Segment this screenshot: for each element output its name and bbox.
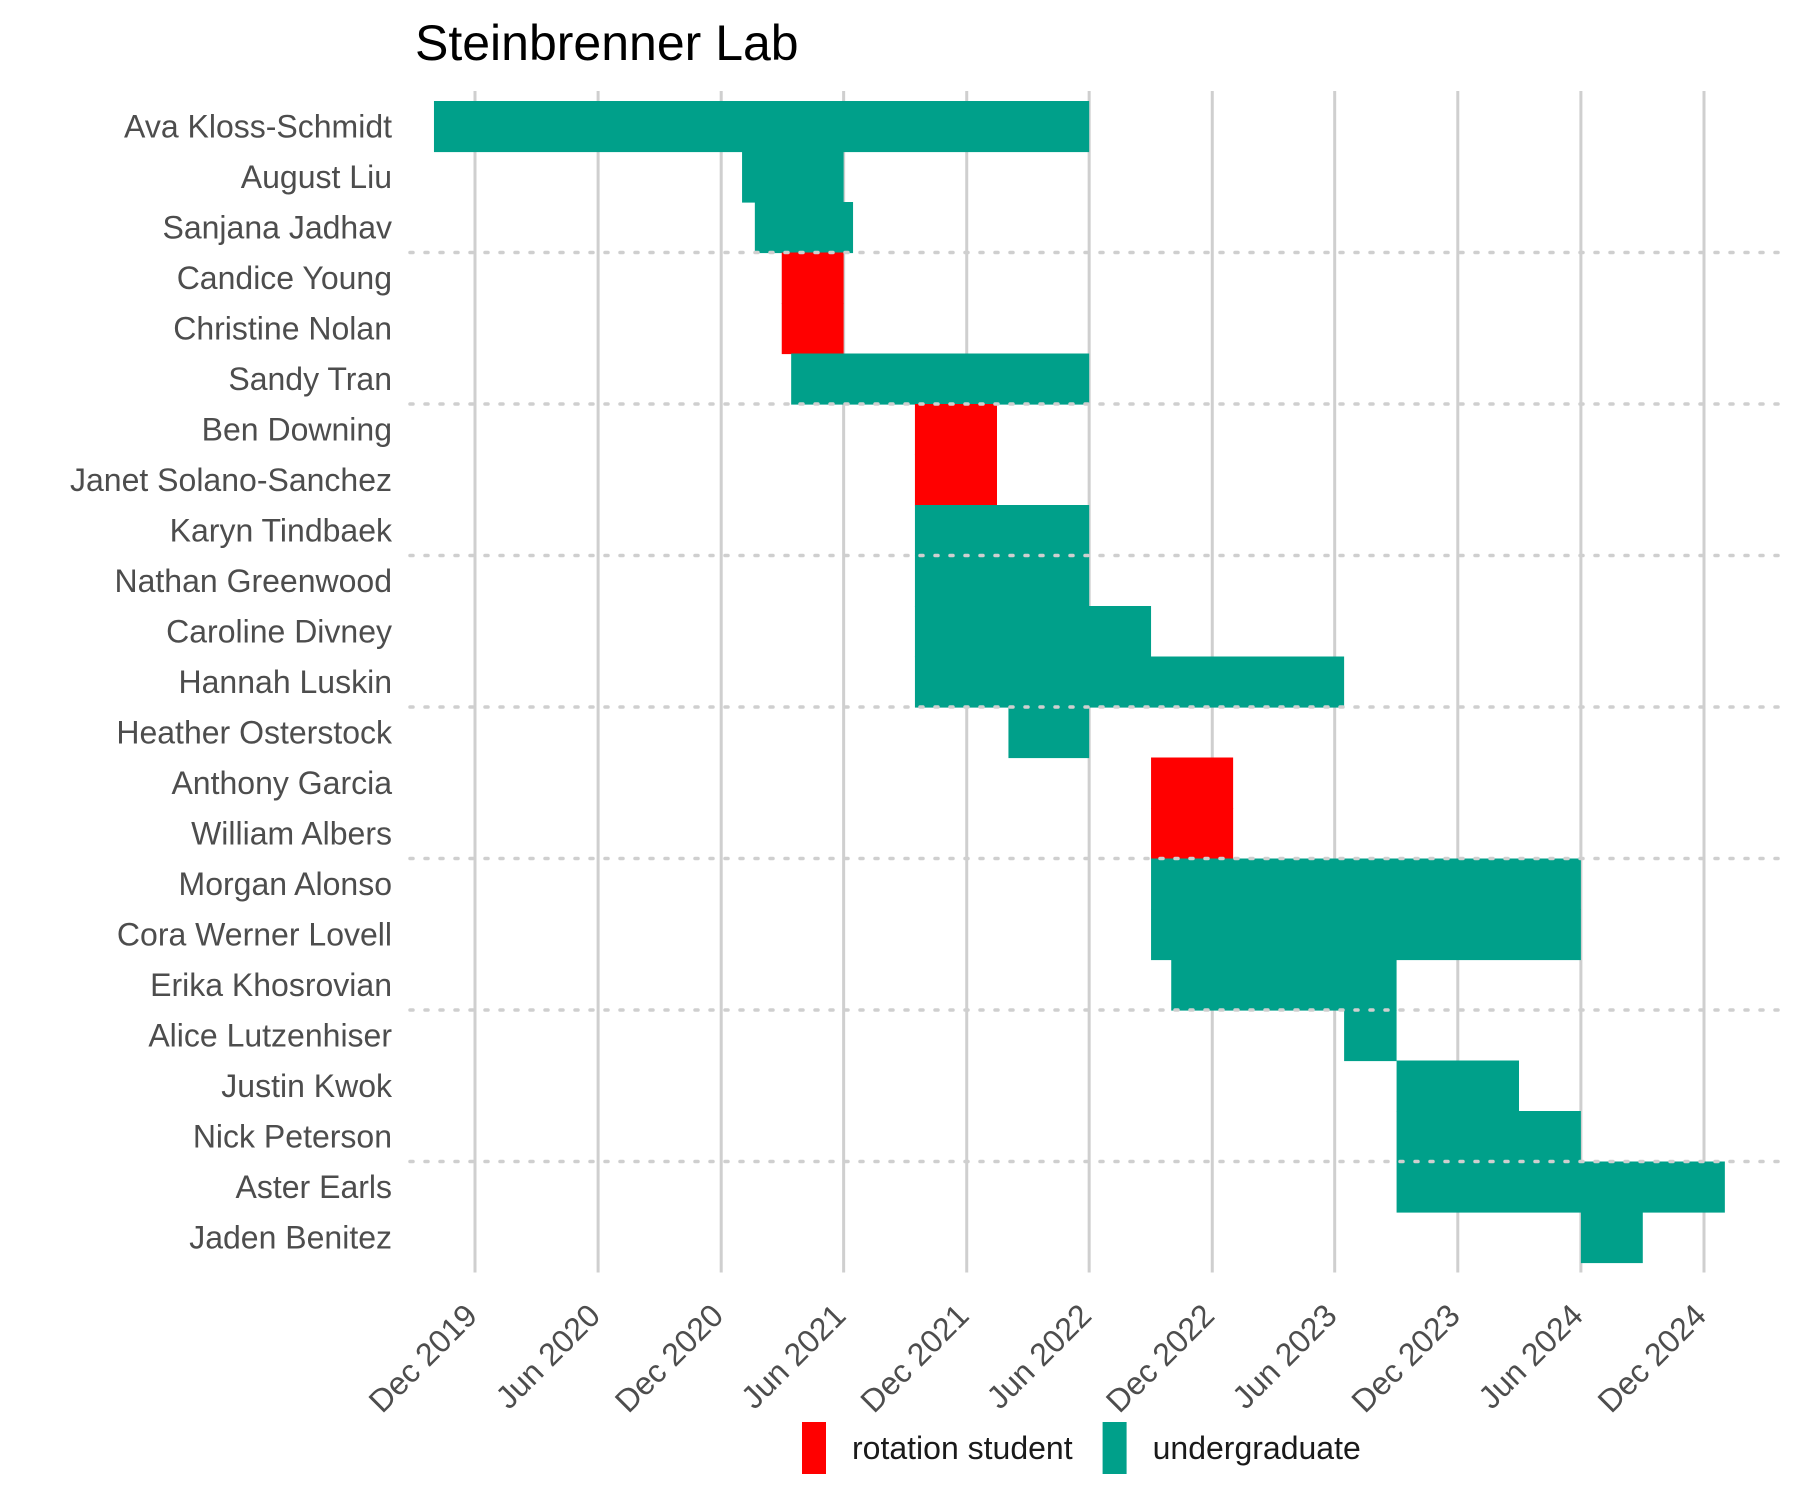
- y-label-candice-young: Candice Young: [177, 260, 392, 296]
- y-label-ben-downing: Ben Downing: [202, 411, 392, 447]
- y-label-aster-earls: Aster Earls: [236, 1169, 392, 1205]
- separator-layer: [408, 250, 1780, 1164]
- bar-christine-nolan: [781, 303, 844, 355]
- y-label-nathan-greenwood: Nathan Greenwood: [114, 563, 392, 599]
- bar-sandy-tran: [791, 353, 1090, 405]
- y-label-august-liu: August Liu: [241, 159, 392, 195]
- y-label-anthony-garcia: Anthony Garcia: [171, 765, 392, 801]
- x-tick-label: Dec 2022: [1099, 1297, 1221, 1419]
- y-label-cora-werner-lovell: Cora Werner Lovell: [117, 916, 392, 952]
- legend-label-rotation-student: rotation student: [852, 1430, 1073, 1466]
- bar-justin-kwok: [1396, 1060, 1520, 1112]
- bar-sanjana-jadhav: [754, 202, 854, 254]
- y-label-ava-kloss-schmidt: Ava Kloss-Schmidt: [124, 108, 392, 144]
- y-label-jaden-benitez: Jaden Benitez: [189, 1219, 392, 1255]
- bar-heather-osterstock: [1008, 707, 1090, 759]
- x-tick-label: Jun 2022: [980, 1297, 1099, 1416]
- x-tick-label: Jun 2023: [1225, 1297, 1344, 1416]
- bar-nathan-greenwood: [914, 555, 1090, 607]
- x-tick-label: Jun 2020: [488, 1297, 607, 1416]
- y-label-heather-osterstock: Heather Osterstock: [116, 714, 393, 750]
- x-tick-label: Dec 2021: [853, 1297, 975, 1419]
- y-label-sandy-tran: Sandy Tran: [228, 361, 392, 397]
- bar-karyn-tindbaek: [914, 505, 1090, 557]
- bar-jaden-benitez: [1580, 1212, 1643, 1264]
- x-axis-labels: Dec 2019 Jun 2020 Dec 2020 Jun 2021 Dec 2021…: [362, 1297, 1713, 1419]
- y-label-william-albers: William Albers: [191, 815, 392, 851]
- bar-aster-earls: [1396, 1161, 1725, 1213]
- bar-hannah-luskin: [914, 656, 1345, 708]
- y-axis-labels: Ava Kloss-Schmidt August Liu Sanjana Jadha…: [70, 108, 393, 1255]
- bar-caroline-divney: [914, 606, 1152, 658]
- y-label-janet-solano-sanchez: Janet Solano-Sanchez: [70, 462, 392, 498]
- bar-william-albers: [1151, 808, 1234, 860]
- bar-candice-young: [781, 252, 844, 304]
- y-label-erika-khosrovian: Erika Khosrovian: [150, 967, 392, 1003]
- bar-erika-khosrovian: [1171, 959, 1397, 1011]
- bar-anthony-garcia: [1151, 757, 1234, 809]
- y-label-christine-nolan: Christine Nolan: [173, 310, 392, 346]
- x-tick-label: Jun 2021: [734, 1297, 853, 1416]
- y-label-sanjana-jadhav: Sanjana Jadhav: [162, 209, 392, 245]
- bar-alice-lutzenhiser: [1344, 1010, 1397, 1062]
- legend-label-undergraduate: undergraduate: [1153, 1430, 1361, 1466]
- bar-morgan-alonso: [1151, 858, 1581, 910]
- x-tick-label: Dec 2024: [1591, 1297, 1713, 1419]
- legend-swatch-undergraduate: [1102, 1422, 1127, 1474]
- bar-ben-downing: [914, 404, 998, 456]
- y-label-morgan-alonso: Morgan Alonso: [179, 866, 392, 902]
- bar-nick-peterson: [1396, 1111, 1581, 1163]
- y-label-caroline-divney: Caroline Divney: [166, 613, 392, 649]
- bar-janet-solano-sanchez: [914, 454, 998, 506]
- x-tick-label: Dec 2020: [608, 1297, 730, 1419]
- x-tick-label: Dec 2023: [1344, 1297, 1466, 1419]
- bar-cora-werner-lovell: [1151, 909, 1581, 961]
- y-label-justin-kwok: Justin Kwok: [221, 1068, 393, 1104]
- bar-august-liu: [742, 151, 844, 203]
- legend-swatch-rotation-student: [802, 1422, 826, 1474]
- y-label-karyn-tindbaek: Karyn Tindbaek: [170, 512, 393, 548]
- y-label-nick-peterson: Nick Peterson: [193, 1118, 392, 1154]
- x-tick-label: Dec 2019: [362, 1297, 484, 1419]
- bar-layer: [433, 101, 1725, 1264]
- x-tick-label: Jun 2024: [1471, 1297, 1590, 1416]
- y-label-alice-lutzenhiser: Alice Lutzenhiser: [148, 1017, 392, 1053]
- bar-ava-kloss-schmidt: [433, 101, 1090, 153]
- y-label-hannah-luskin: Hannah Luskin: [179, 664, 392, 700]
- chart-title: Steinbrenner Lab: [415, 15, 799, 71]
- legend: rotation student undergraduate: [802, 1422, 1361, 1474]
